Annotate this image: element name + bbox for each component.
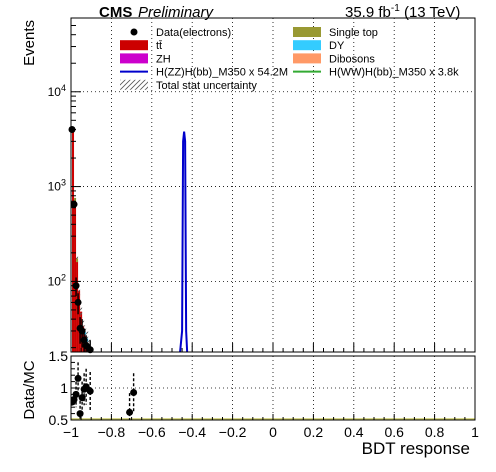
legend-entry: Total stat uncertainty	[120, 79, 257, 92]
legend-swatch	[293, 40, 321, 51]
x-tick-label: −0.4	[178, 424, 206, 440]
ratio-points	[71, 362, 138, 420]
signal-curve	[179, 131, 189, 352]
legend-entry: H(WW)H(bb)_M350 x 3.8k	[293, 67, 459, 79]
legend-label: H(WW)H(bb)_M350 x 3.8k	[329, 67, 459, 79]
data-point	[72, 282, 80, 290]
background-stack	[72, 126, 91, 352]
legend-swatch	[120, 40, 148, 51]
main-x-ticks	[70, 343, 476, 352]
ratio-point	[74, 374, 82, 382]
main-y-tick-label: 104	[48, 83, 66, 99]
stat-uncertainty-band	[84, 325, 87, 341]
luminosity-label: 35.9 fb-1 (13 TeV)	[345, 3, 460, 21]
tick-exponent: 2	[61, 272, 66, 282]
tick-base: 10	[48, 274, 62, 288]
legend-label: Data(electrons)	[156, 27, 231, 39]
stat-uncertainty-band	[82, 319, 85, 334]
x-tick-label: −1	[63, 424, 79, 440]
legend-label: DY	[329, 40, 345, 52]
legend-label: Dibosons	[329, 53, 375, 65]
x-tick-label: 0.8	[425, 424, 445, 440]
stat-uncertainty-band	[74, 196, 77, 200]
ratio-y-tick-label: 1.5	[49, 348, 69, 364]
ratio-point	[82, 383, 90, 391]
legend-label: Total stat uncertainty	[156, 80, 257, 92]
ratio-point	[86, 387, 94, 395]
stat-uncertainty-band	[78, 286, 81, 296]
tick-base: 10	[48, 180, 62, 194]
luminosity-value: 35.9 fb	[345, 4, 391, 21]
tick-base: 10	[48, 85, 62, 99]
luminosity-exponent: -1	[391, 3, 400, 14]
ratio-y-tick-label: 0.5	[49, 412, 69, 428]
background-bar	[76, 262, 79, 352]
legend-entry: Dibosons	[293, 53, 375, 65]
energy-label: (13 TeV)	[400, 4, 461, 21]
tick-exponent: 3	[61, 178, 66, 188]
background-bar	[78, 290, 81, 352]
legend-entry: DY	[293, 40, 345, 52]
x-tick-label: 0	[269, 424, 277, 440]
legend-label: H(ZZ)H(bb)_M350 x 54.2M	[156, 67, 288, 79]
x-tick-label: 0.2	[304, 424, 324, 440]
status-label: Preliminary	[138, 4, 215, 21]
x-axis-label: BDT response	[362, 439, 470, 458]
legend-label: ZH	[156, 53, 171, 65]
legend-swatch	[293, 27, 321, 37]
main-y-axis-label: Events	[21, 20, 38, 66]
background-bar	[72, 130, 75, 352]
signal-curves	[179, 131, 189, 352]
legend-swatch	[120, 53, 148, 64]
ratio-x-ticks: −1 −0.8 −0.6 −0.4 −0.2 0 0.2 0.4 0.6 0.8 1	[63, 414, 479, 440]
stat-uncertainty-band	[76, 255, 79, 262]
x-tick-label: 1	[471, 424, 479, 440]
legend-entry: tt̄	[120, 40, 162, 52]
x-tick-label: −0.6	[138, 424, 166, 440]
main-y-tick-label: 103	[48, 178, 66, 194]
legend-swatch	[293, 53, 321, 64]
main-gridlines	[71, 18, 475, 352]
x-tick-label: −0.2	[219, 424, 247, 440]
ratio-point	[130, 388, 138, 396]
data-point	[70, 200, 78, 208]
data-point	[74, 298, 82, 306]
x-tick-label: −0.8	[98, 424, 126, 440]
legend-entry: Single top	[293, 27, 378, 39]
legend-marker	[130, 28, 138, 36]
main-y-tick-label: 102	[48, 272, 66, 288]
legend-hatch	[120, 79, 148, 90]
legend-label: Single top	[329, 27, 378, 39]
legend-entry: H(ZZ)H(bb)_M350 x 54.2M	[120, 67, 288, 79]
stat-uncertainty-band	[80, 306, 83, 319]
ratio-point	[126, 408, 134, 416]
experiment-label: CMS	[99, 4, 132, 21]
x-tick-label: 0.4	[344, 424, 364, 440]
ratio-y-tick-label: 1	[60, 380, 68, 396]
legend-entry: Data(electrons)	[130, 27, 231, 39]
background-bar	[74, 201, 77, 352]
background-bar	[74, 197, 77, 202]
legend-entry: ZH	[120, 53, 171, 65]
ratio-y-axis-label: Data/MC	[21, 360, 38, 419]
ratio-y-ticks: 0.5 1 1.5	[49, 348, 79, 428]
x-tick-label: 0.6	[384, 424, 404, 440]
legend: Data(electrons) Single top tt̄ DY ZH Dibosons…	[120, 27, 459, 92]
tick-exponent: 4	[61, 83, 66, 93]
legend-label: tt̄	[156, 40, 162, 52]
